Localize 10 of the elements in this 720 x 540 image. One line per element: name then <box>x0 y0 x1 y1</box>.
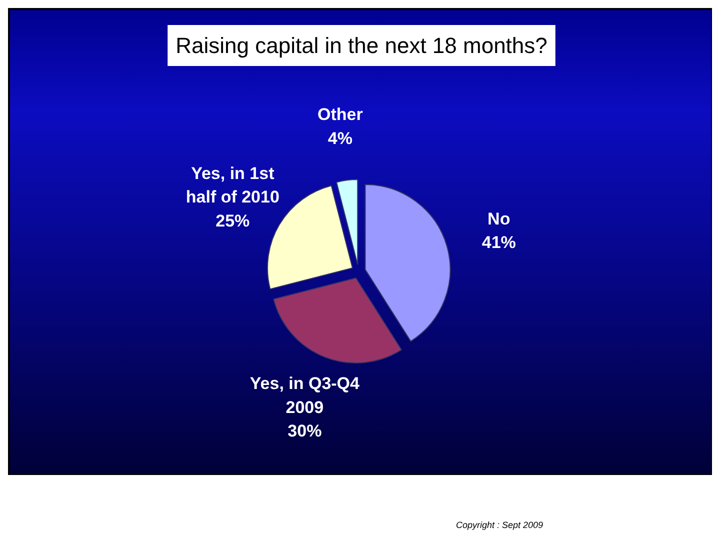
data-label: 30% <box>288 422 322 441</box>
data-label: 25% <box>216 211 250 230</box>
chart-title: Raising capital in the next 18 months? <box>176 33 548 58</box>
slice-label: Other <box>318 105 364 124</box>
data-label: 4% <box>328 128 352 148</box>
slice-label: Yes, in 1st half of 2010 <box>186 164 280 207</box>
text: Copyright : Sept 2009 <box>456 519 544 532</box>
data-label: 41% <box>482 233 516 252</box>
slice-label: Yes, in Q3-Q4 2009 <box>250 374 360 417</box>
slice-label: No <box>488 209 510 228</box>
